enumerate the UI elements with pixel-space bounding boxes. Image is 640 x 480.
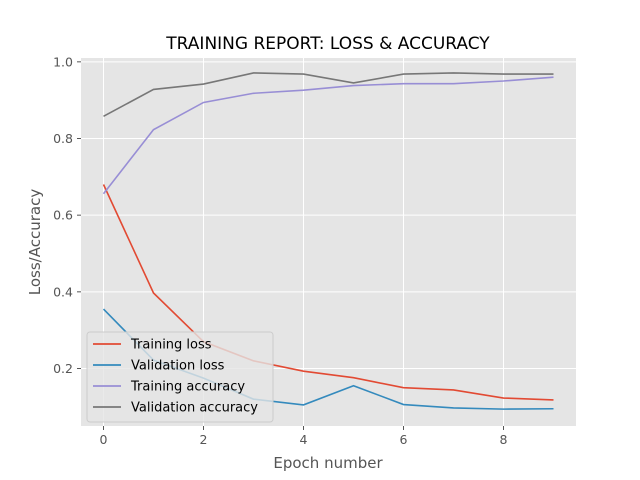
y-tick-label: 0.6 bbox=[53, 208, 73, 223]
grid bbox=[81, 58, 576, 426]
legend-label-training-accuracy: Training accuracy bbox=[130, 380, 245, 395]
x-tick-label: 6 bbox=[400, 432, 408, 447]
y-axis-label: Loss/Accuracy bbox=[26, 189, 44, 296]
y-tick-label: 1.0 bbox=[53, 54, 73, 69]
legend-items: Training loss Validation loss Training acc… bbox=[93, 338, 258, 416]
series-line-training-loss bbox=[102, 184, 554, 401]
legend-box bbox=[86, 331, 274, 423]
x-tick-label: 2 bbox=[200, 432, 208, 447]
y-tick-label: 0.2 bbox=[53, 361, 73, 376]
legend-label-validation-loss: Validation loss bbox=[131, 359, 225, 374]
x-axis-label: Epoch number bbox=[273, 454, 383, 472]
x-tick-label: 8 bbox=[500, 432, 508, 447]
y-tick-label: 0.8 bbox=[53, 131, 73, 146]
x-tick-label: 4 bbox=[300, 432, 308, 447]
legend-label-validation-accuracy: Validation accuracy bbox=[131, 401, 258, 416]
chart-title: TRAINING REPORT: LOSS & ACCURACY bbox=[165, 34, 490, 54]
x-tick-label: 0 bbox=[100, 432, 108, 447]
legend: Training loss Validation loss Training acc… bbox=[86, 331, 274, 423]
ticks: 0 2 4 6 8 0.2 0.4 0.6 0.8 1.0 bbox=[53, 54, 507, 447]
series-line-training-accuracy bbox=[102, 76, 554, 195]
y-tick-label: 0.4 bbox=[53, 284, 73, 299]
series-line-validation-accuracy bbox=[103, 72, 554, 117]
series-layer bbox=[102, 72, 554, 410]
legend-label-training-loss: Training loss bbox=[130, 338, 212, 353]
